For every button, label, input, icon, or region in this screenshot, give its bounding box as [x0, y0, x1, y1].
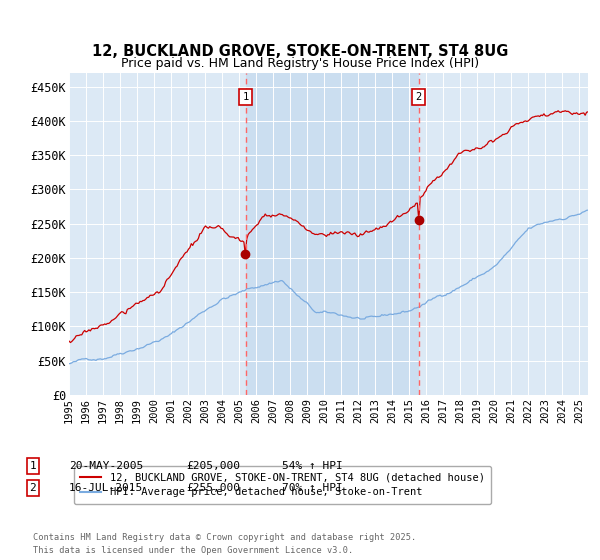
- Text: 70% ↑ HPI: 70% ↑ HPI: [282, 483, 343, 493]
- Text: £255,000: £255,000: [186, 483, 240, 493]
- Text: £205,000: £205,000: [186, 461, 240, 471]
- Text: 20-MAY-2005: 20-MAY-2005: [69, 461, 143, 471]
- Text: Contains HM Land Registry data © Crown copyright and database right 2025.
This d: Contains HM Land Registry data © Crown c…: [33, 533, 416, 554]
- Text: Price paid vs. HM Land Registry's House Price Index (HPI): Price paid vs. HM Land Registry's House …: [121, 57, 479, 70]
- Legend: 12, BUCKLAND GROVE, STOKE-ON-TRENT, ST4 8UG (detached house), HPI: Average price: 12, BUCKLAND GROVE, STOKE-ON-TRENT, ST4 …: [74, 466, 491, 504]
- Text: 2: 2: [415, 92, 422, 102]
- Text: 12, BUCKLAND GROVE, STOKE-ON-TRENT, ST4 8UG: 12, BUCKLAND GROVE, STOKE-ON-TRENT, ST4 …: [92, 44, 508, 59]
- Text: 16-JUL-2015: 16-JUL-2015: [69, 483, 143, 493]
- Text: 1: 1: [29, 461, 37, 471]
- Text: 2: 2: [29, 483, 37, 493]
- Text: 1: 1: [242, 92, 249, 102]
- Text: 54% ↑ HPI: 54% ↑ HPI: [282, 461, 343, 471]
- Bar: [245, 73, 419, 395]
